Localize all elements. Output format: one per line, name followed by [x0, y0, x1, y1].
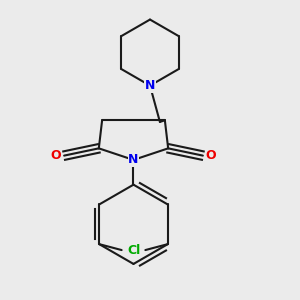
Text: O: O: [206, 149, 216, 162]
Text: N: N: [128, 153, 139, 167]
Text: N: N: [145, 79, 155, 92]
Text: O: O: [51, 149, 61, 162]
Text: Cl: Cl: [126, 244, 139, 256]
Text: Cl: Cl: [128, 244, 141, 256]
